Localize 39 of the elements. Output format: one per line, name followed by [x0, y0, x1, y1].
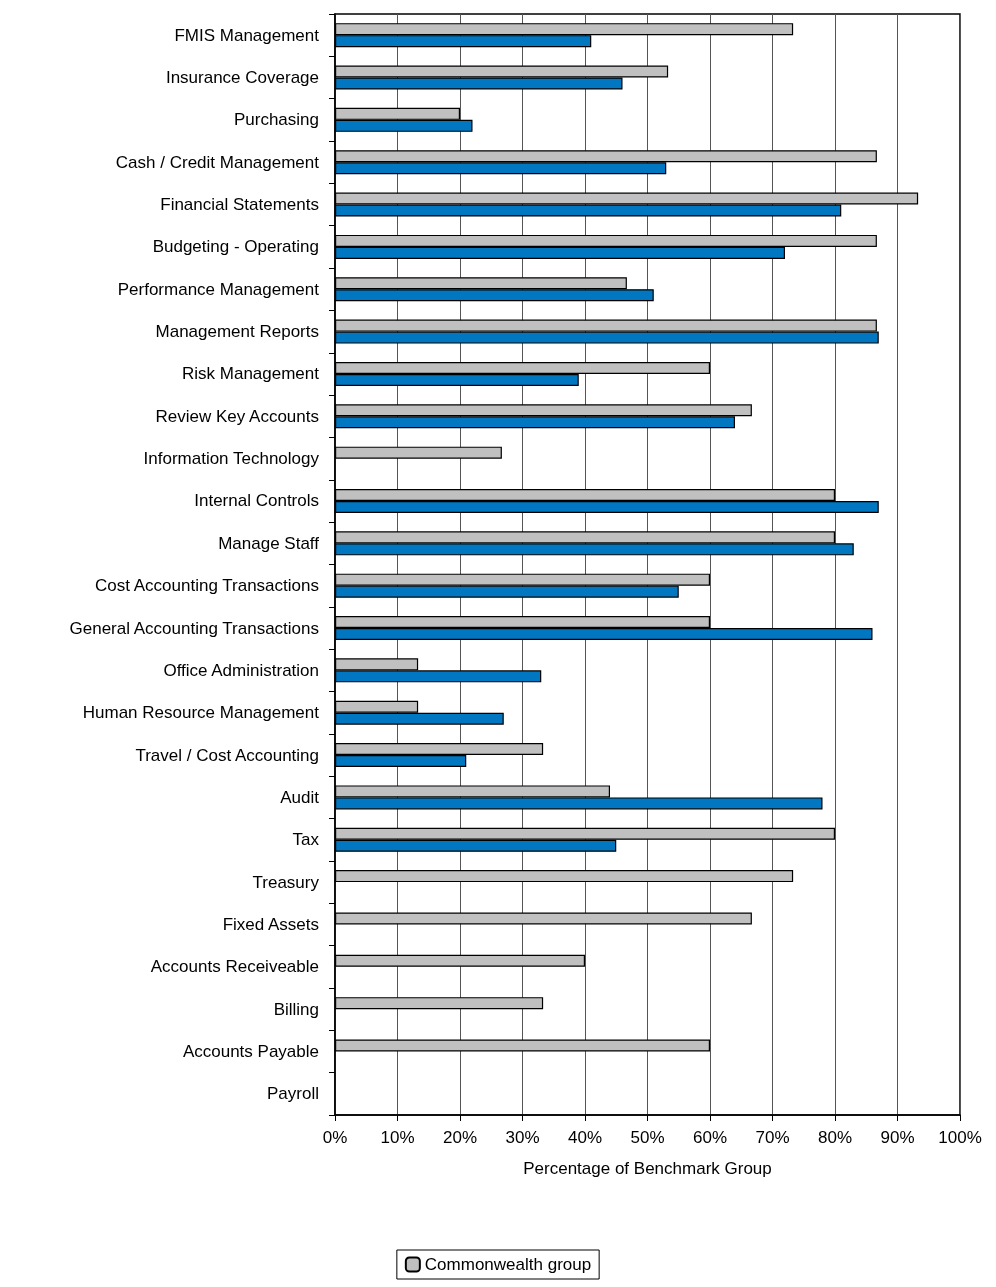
y-tick-label: Management Reports: [155, 322, 319, 342]
y-tick-label: Insurance Coverage: [165, 68, 319, 88]
y-tick-label: Audit: [280, 787, 320, 807]
y-tick-label: Accounts Payable: [182, 1041, 319, 1061]
y-tick-label: Review Key Accounts: [155, 406, 319, 426]
y-tick-label: Fixed Assets: [222, 914, 319, 934]
y-tick-label: General Accounting Transactions: [69, 618, 319, 638]
x-tick-label: 50%: [630, 1128, 665, 1147]
y-tick-label: Accounts Receiveable: [150, 957, 319, 977]
y-tick-label: Performance Management: [117, 279, 320, 299]
y-tick-label: Information Technology: [143, 449, 320, 469]
y-tick-label: Payroll: [267, 1084, 319, 1104]
y-tick-label: Treasury: [252, 872, 320, 892]
y-tick-label: Tax: [292, 830, 320, 850]
y-tick-label: Cash / Credit Management: [115, 152, 320, 172]
y-tick-label: Billing: [273, 999, 319, 1019]
x-axis-title: Percentage of Benchmark Group: [523, 1159, 772, 1178]
y-tick-label: Budgeting - Operating: [152, 237, 319, 257]
x-tick-label: 10%: [380, 1128, 415, 1147]
y-tick-label: Office Administration: [163, 660, 319, 680]
y-tick-label: Cost Accounting Transactions: [95, 576, 319, 596]
x-tick-label: 90%: [880, 1128, 915, 1147]
x-tick-label: 30%: [505, 1128, 540, 1147]
x-tick-label: 0%: [322, 1128, 348, 1147]
x-tick-label: 70%: [755, 1128, 790, 1147]
y-tick-label: Manage Staff: [218, 533, 320, 553]
x-tick-label: 40%: [567, 1128, 603, 1147]
x-tick-label: 20%: [442, 1128, 478, 1147]
y-tick-label: Human Resource Management: [82, 703, 320, 723]
y-tick-label: Financial Statements: [160, 195, 319, 215]
x-tick-label: 80%: [817, 1128, 853, 1147]
y-tick-label: FMIS Management: [174, 25, 320, 45]
y-tick-label: Internal Controls: [194, 491, 319, 511]
x-tick-label: 100%: [938, 1128, 982, 1147]
y-tick-label: Purchasing: [233, 110, 319, 130]
legend-label: Commonwealth group: [424, 1255, 592, 1274]
x-tick-label: 60%: [692, 1128, 728, 1147]
y-tick-label: Risk Management: [181, 364, 320, 384]
y-tick-label: Travel / Cost Accounting: [135, 745, 319, 765]
